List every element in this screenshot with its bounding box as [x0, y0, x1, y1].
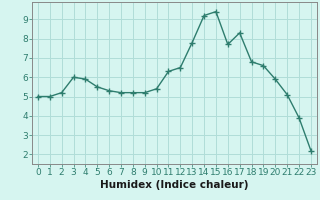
X-axis label: Humidex (Indice chaleur): Humidex (Indice chaleur): [100, 180, 249, 190]
